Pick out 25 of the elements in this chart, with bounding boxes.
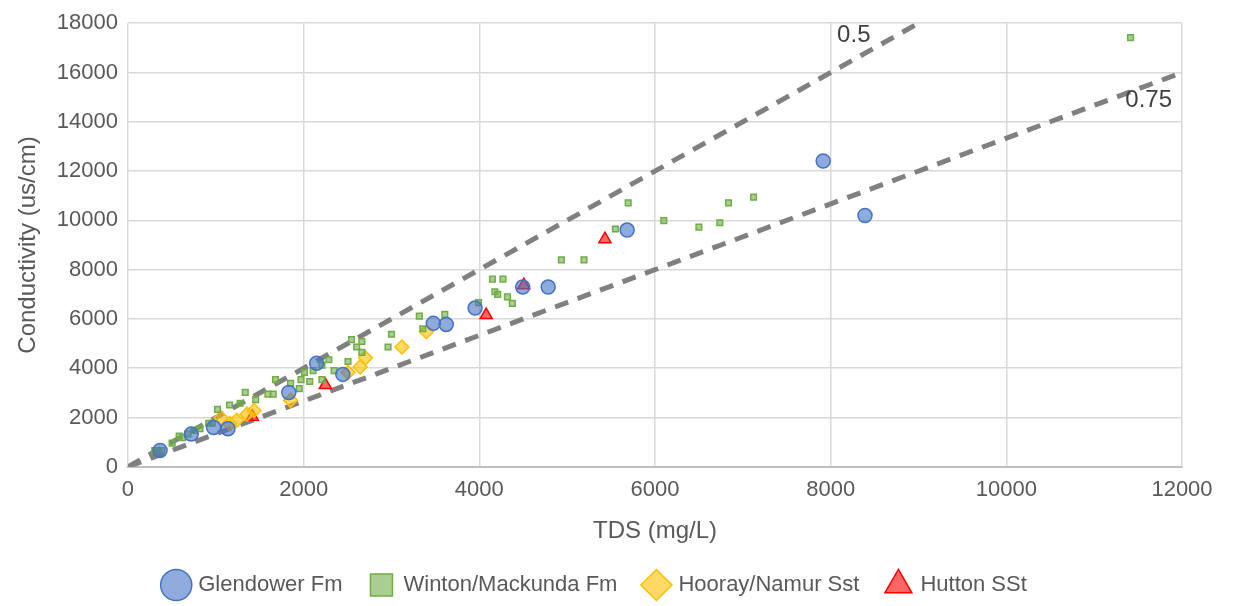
x-tick-label: 8000 — [806, 476, 856, 502]
x-tick-label: 4000 — [454, 476, 504, 502]
y-tick-label: 16000 — [56, 58, 118, 84]
legend-label: Hooray/Namur Sst — [678, 571, 860, 597]
legend-label: Winton/Mackunda Fm — [403, 571, 618, 597]
legend-label: Glendower Fm — [198, 571, 343, 597]
y-tick-label: 18000 — [56, 9, 118, 35]
x-tick-label: 2000 — [279, 476, 329, 502]
y-tick-label: 8000 — [69, 255, 118, 281]
y-tick-label: 12000 — [56, 157, 118, 183]
y-tick-label: 2000 — [69, 403, 118, 429]
x-tick-label: 0 — [121, 476, 135, 502]
y-tick-label: 6000 — [69, 305, 118, 330]
legend-label: Hutton SSt — [920, 571, 1027, 597]
y-tick-label: 0 — [105, 452, 118, 478]
y-tick-label: 4000 — [69, 354, 118, 380]
x-tick-label: 10000 — [975, 476, 1037, 502]
x-tick-label: 6000 — [630, 476, 680, 502]
y-tick-label: 14000 — [56, 107, 118, 133]
x-axis-title: TDS (mg/L) — [592, 516, 717, 544]
series-label: 0.75 — [1125, 85, 1172, 113]
series-label: 0.5 — [837, 19, 871, 47]
y-axis-title: Conductivity (us/cm) — [13, 136, 41, 354]
y-tick-label: 10000 — [56, 206, 118, 232]
x-tick-label: 12000 — [1151, 476, 1213, 502]
